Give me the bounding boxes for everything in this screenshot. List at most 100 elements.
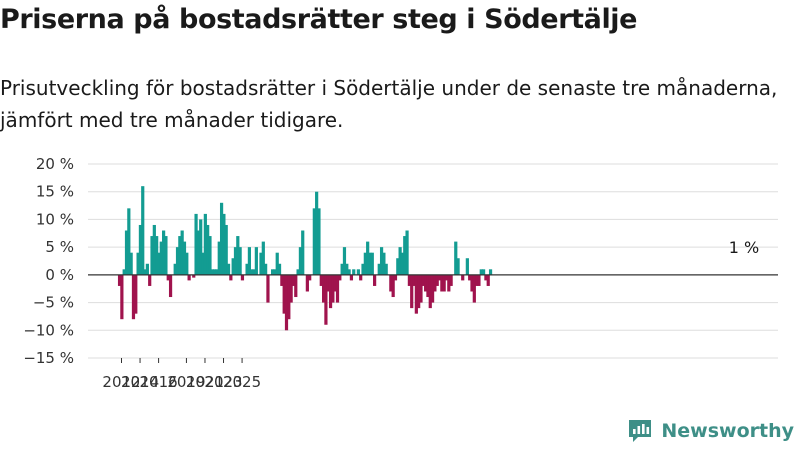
bar xyxy=(208,236,212,275)
bar xyxy=(250,269,254,275)
bar xyxy=(475,274,479,286)
bar xyxy=(410,274,414,309)
bar xyxy=(305,274,309,292)
bar xyxy=(145,263,149,275)
bar xyxy=(324,274,328,325)
bar xyxy=(277,263,282,275)
bar xyxy=(301,230,305,275)
bar xyxy=(345,263,349,275)
bar xyxy=(289,274,293,303)
bar xyxy=(287,274,291,320)
bar xyxy=(322,274,326,303)
bar xyxy=(424,274,428,292)
bar xyxy=(379,247,384,275)
y-tick-label: −10 % xyxy=(23,321,74,339)
bar xyxy=(456,258,460,275)
bar xyxy=(155,236,159,275)
bar xyxy=(398,247,402,275)
y-tick-label: 0 % xyxy=(45,266,74,284)
bar xyxy=(361,263,365,275)
bar xyxy=(294,274,298,298)
bar xyxy=(143,269,147,275)
bar xyxy=(461,274,465,281)
bar xyxy=(150,236,154,275)
bar xyxy=(210,269,214,275)
bar xyxy=(368,252,372,275)
bar xyxy=(162,230,166,275)
bar xyxy=(219,202,224,275)
bar xyxy=(203,213,207,275)
bar xyxy=(435,274,439,286)
bar xyxy=(141,186,145,275)
bar xyxy=(217,241,221,275)
bar xyxy=(280,274,284,286)
bar xyxy=(261,241,265,275)
bar xyxy=(477,274,481,286)
bar xyxy=(213,269,217,275)
bar xyxy=(252,269,256,275)
bar xyxy=(405,230,409,275)
bar xyxy=(291,274,296,286)
bar xyxy=(131,274,136,320)
bar xyxy=(363,252,367,275)
bar xyxy=(254,247,258,275)
bar xyxy=(470,274,474,292)
bar xyxy=(479,269,483,275)
bar xyxy=(266,274,270,303)
x-tick-label: 2019 xyxy=(167,373,205,391)
bar xyxy=(296,269,300,275)
bar xyxy=(417,274,421,309)
bar xyxy=(488,269,493,275)
bar xyxy=(215,269,219,275)
bar xyxy=(152,224,156,275)
bar xyxy=(166,274,170,281)
bar xyxy=(447,274,451,292)
bar xyxy=(335,274,340,303)
x-tick-label: 2021 xyxy=(186,373,224,391)
bar xyxy=(326,274,330,292)
bar xyxy=(393,274,398,281)
bar xyxy=(366,241,370,275)
x-tick-label: 2014 xyxy=(121,373,159,391)
bar xyxy=(433,274,437,292)
bar xyxy=(194,213,198,275)
bar xyxy=(201,252,205,275)
bar xyxy=(444,274,449,281)
bar xyxy=(308,274,312,281)
chart-title: Priserna på bostadsrätter steg i Södertä… xyxy=(0,4,638,35)
last-value-annotation: 1 % xyxy=(729,238,759,257)
bar xyxy=(182,241,187,275)
bar xyxy=(168,274,173,298)
bar xyxy=(117,274,122,286)
newsworthy-logo-icon xyxy=(629,420,652,442)
bar xyxy=(233,247,238,275)
bar xyxy=(389,274,393,292)
bar xyxy=(187,274,191,281)
bar xyxy=(333,274,337,292)
bar xyxy=(138,224,143,275)
bar xyxy=(472,274,476,303)
bar xyxy=(240,274,245,281)
bar xyxy=(382,252,386,275)
bar xyxy=(403,236,407,275)
bar xyxy=(340,263,344,275)
bar xyxy=(421,274,425,286)
bar xyxy=(412,274,416,286)
bar xyxy=(315,191,319,275)
x-tick-label: 2025 xyxy=(223,373,261,391)
bar xyxy=(342,247,347,275)
bar xyxy=(224,224,228,275)
bar xyxy=(356,269,360,275)
bar xyxy=(440,274,444,292)
bar xyxy=(129,252,133,275)
bar xyxy=(180,230,184,275)
bar xyxy=(185,252,189,275)
bar xyxy=(206,224,210,275)
bar xyxy=(236,236,240,275)
bar xyxy=(148,274,152,286)
bar xyxy=(465,258,469,275)
bar xyxy=(192,274,196,278)
bar xyxy=(222,213,226,275)
bar xyxy=(284,274,289,331)
